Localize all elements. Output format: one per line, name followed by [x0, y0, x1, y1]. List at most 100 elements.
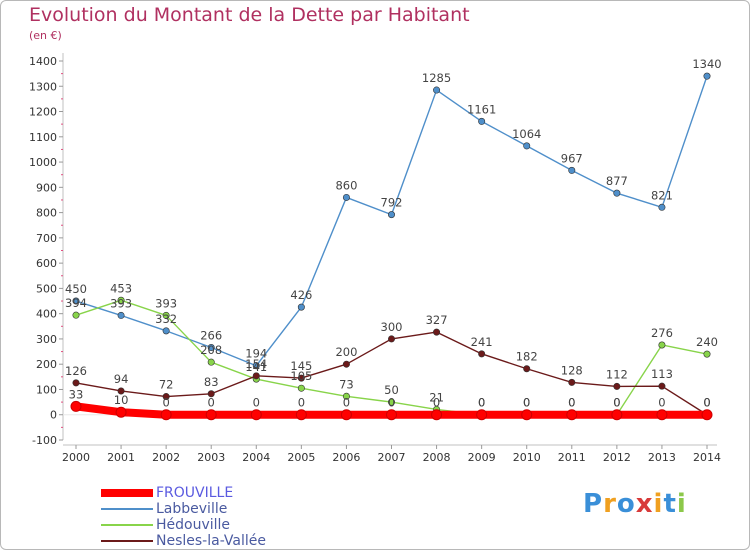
data-label: 393	[110, 296, 132, 310]
logo-letter: P	[583, 489, 604, 519]
data-point	[703, 350, 711, 358]
data-point	[117, 387, 125, 395]
y-tick-label: 100	[36, 383, 57, 396]
data-label: 154	[245, 357, 267, 371]
data-label: 393	[155, 296, 177, 310]
data-point	[162, 311, 170, 319]
data-point	[387, 398, 395, 406]
legend-item: Nesles-la-Vallée	[101, 533, 361, 549]
data-label: 112	[606, 367, 628, 381]
x-tick-label: 2000	[62, 451, 90, 464]
x-tick-label: 2012	[603, 451, 631, 464]
data-label: 1340	[692, 57, 721, 71]
y-tick-label: 300	[36, 333, 57, 346]
data-label: 0	[208, 396, 215, 410]
y-tick-label: 0	[50, 409, 57, 422]
x-tick-label: 2003	[197, 451, 225, 464]
data-point	[613, 382, 621, 390]
data-label: 0	[703, 396, 710, 410]
y-tick-label: 600	[36, 257, 57, 270]
data-label: 105	[290, 369, 312, 383]
data-label: 126	[65, 364, 87, 378]
data-point	[523, 365, 531, 373]
x-tick-label: 2002	[152, 451, 180, 464]
data-label: 300	[381, 320, 403, 334]
data-point	[523, 142, 531, 150]
data-point	[70, 400, 82, 412]
chart-subtitle: (en €)	[29, 29, 62, 42]
data-label: 10	[114, 393, 129, 407]
data-point	[613, 189, 621, 197]
data-label: 0	[162, 396, 169, 410]
data-point	[115, 406, 127, 418]
data-label: 332	[155, 312, 177, 326]
y-tick-label: 1200	[29, 106, 57, 119]
data-label: 0	[523, 396, 530, 410]
data-point	[297, 374, 305, 382]
data-point	[340, 409, 352, 421]
data-point	[611, 409, 623, 421]
legend-item: Labbeville	[101, 501, 361, 517]
data-label: 240	[696, 335, 718, 349]
data-label: 200	[335, 345, 357, 359]
y-tick-label: 200	[36, 358, 57, 371]
chart-title: Evolution du Montant de la Dette par Hab…	[29, 4, 470, 26]
data-point	[207, 390, 215, 398]
data-label: 0	[613, 396, 620, 410]
data-label: 50	[384, 383, 399, 397]
data-point	[207, 344, 215, 352]
data-label: 0	[343, 396, 350, 410]
data-label: 241	[471, 335, 493, 349]
data-point	[117, 311, 125, 319]
data-point	[701, 409, 713, 421]
data-label: 194	[245, 347, 267, 361]
logo-letter: i	[653, 489, 664, 519]
data-point	[433, 86, 441, 94]
data-label: 877	[606, 174, 628, 188]
data-label: 266	[200, 329, 222, 343]
x-tick-label: 2005	[287, 451, 315, 464]
data-label: 0	[523, 396, 530, 410]
data-label: 327	[426, 313, 448, 327]
data-point	[295, 409, 307, 421]
data-label: 0	[253, 396, 260, 410]
data-point	[72, 311, 80, 319]
data-label: 792	[381, 196, 403, 210]
data-label: 450	[65, 282, 87, 296]
x-tick-label: 2011	[558, 451, 586, 464]
y-tick-label: 900	[36, 181, 57, 194]
data-label: 113	[651, 367, 673, 381]
data-point	[252, 362, 260, 370]
data-point	[387, 335, 395, 343]
data-point	[476, 409, 488, 421]
data-label: 0	[568, 396, 575, 410]
data-label: 182	[516, 350, 538, 364]
proxiti-logo: Proxiti	[583, 489, 687, 519]
data-point	[250, 409, 262, 421]
data-point	[72, 379, 80, 387]
x-tick-label: 2008	[423, 451, 451, 464]
data-point	[162, 393, 170, 401]
x-tick-label: 2013	[648, 451, 676, 464]
data-label: 72	[159, 378, 174, 392]
data-label: 0	[613, 396, 620, 410]
logo-letter: i	[676, 489, 687, 519]
x-tick-label: 2009	[468, 451, 496, 464]
data-label: 1161	[467, 102, 496, 116]
data-label: 1064	[512, 127, 541, 141]
y-tick-label: 1000	[29, 156, 57, 169]
data-point	[297, 384, 305, 392]
data-point	[431, 409, 443, 421]
data-label: 394	[65, 296, 87, 310]
x-tick-label: 2010	[513, 451, 541, 464]
data-label: 0	[658, 396, 665, 410]
data-label: 128	[561, 363, 583, 377]
legend-swatch	[101, 489, 153, 497]
data-point	[703, 72, 711, 80]
y-tick-label: 700	[36, 232, 57, 245]
data-label: 145	[290, 359, 312, 373]
data-label: 0	[478, 396, 485, 410]
legend-label: Nesles-la-Vallée	[156, 533, 267, 549]
data-label: 276	[651, 326, 673, 340]
data-label: 0	[433, 396, 440, 410]
